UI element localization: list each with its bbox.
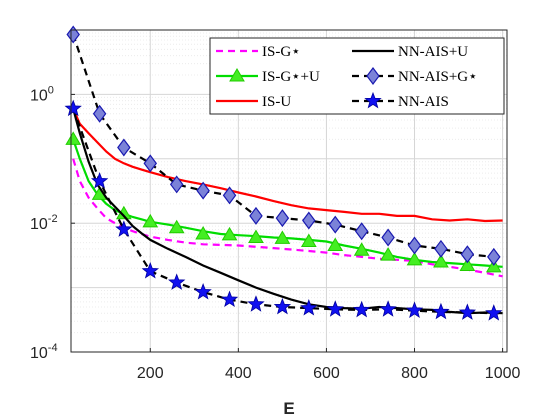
data-point: [92, 104, 107, 123]
data-point: [222, 186, 237, 205]
data-point: [432, 302, 450, 320]
data-point: [194, 283, 212, 300]
data-point: [168, 273, 186, 290]
data-point: [327, 237, 344, 252]
data-point: [169, 175, 184, 194]
legend-marker: [229, 68, 245, 82]
plot-frame: [70, 29, 508, 353]
data-point: [142, 213, 159, 228]
legend-marker: [364, 91, 382, 109]
legend-entry: IS-G⋆: [216, 44, 301, 60]
data-point: [300, 299, 318, 316]
series-line: [72, 108, 503, 223]
x-tick-label: 600: [313, 365, 340, 382]
data-point: [459, 257, 476, 272]
data-point: [407, 236, 422, 255]
data-point: [141, 262, 159, 279]
data-point: [247, 295, 265, 312]
data-point: [195, 225, 211, 240]
legend-label: IS-G⋆: [262, 44, 301, 60]
y-tick-label: 10-2: [30, 213, 58, 233]
x-tick-label: 200: [137, 365, 164, 382]
legend-entry: NN-AIS+U: [352, 44, 468, 60]
data-point: [220, 290, 239, 308]
series-2: [72, 108, 503, 223]
data-point: [196, 181, 210, 200]
legend-marker: [366, 67, 380, 85]
series-1: [65, 131, 503, 273]
data-point: [433, 253, 449, 268]
data-point: [458, 303, 477, 320]
data-point: [381, 228, 395, 247]
legend-label: NN-AIS: [398, 94, 449, 110]
data-point: [249, 206, 263, 225]
data-point: [273, 297, 292, 315]
data-point: [275, 209, 290, 228]
data-point: [168, 219, 185, 234]
legend-label: NN-AIS+G⋆: [398, 69, 478, 85]
data-point: [326, 300, 344, 317]
legend-entry: NN-AIS+G⋆: [352, 67, 478, 85]
data-point: [380, 247, 396, 261]
y-tick-label: 10-4: [30, 342, 58, 362]
legend-label: IS-U: [262, 94, 291, 110]
legend: IS-G⋆ NN-AIS+U IS-G⋆+U NN-AIS+G⋆ IS-U NN-AIS: [209, 37, 505, 115]
data-point: [487, 247, 501, 266]
x-tick-label: 400: [225, 365, 252, 382]
legend-entry: NN-AIS: [352, 91, 449, 110]
axis-ticks: 200 400 600 800 1000 10-4 10-2 100: [30, 84, 520, 382]
x-tick-label: 800: [401, 365, 428, 382]
data-point: [274, 230, 291, 244]
data-point: [354, 222, 369, 241]
legend-label: IS-G⋆+U: [262, 69, 320, 85]
data-point: [248, 229, 264, 243]
data-point: [64, 99, 82, 117]
data-point: [117, 138, 131, 157]
series-4: [66, 25, 503, 266]
x-axis-label: E: [283, 399, 294, 418]
data-point: [460, 245, 475, 264]
data-point: [353, 242, 370, 256]
data-point: [221, 226, 238, 241]
data-point: [405, 301, 424, 318]
data-point: [406, 251, 423, 266]
data-point: [300, 233, 317, 247]
data-point: [485, 304, 503, 321]
x-tick-label: 1000: [485, 365, 521, 382]
data-point: [143, 154, 158, 173]
data-point: [379, 300, 397, 317]
legend-entry: IS-G⋆+U: [216, 68, 320, 85]
data-point: [66, 25, 80, 44]
legend-label: NN-AIS+U: [398, 44, 468, 60]
data-point: [434, 239, 448, 258]
data-point: [115, 220, 133, 237]
legend-entry: IS-U: [216, 94, 291, 110]
y-tick-label: 100: [30, 84, 54, 104]
data-point: [65, 131, 82, 145]
data-point: [328, 215, 342, 234]
data-point: [90, 172, 109, 189]
data-point: [352, 300, 371, 318]
data-point: [302, 211, 316, 230]
series-layer: [64, 25, 503, 321]
series-5: [64, 99, 503, 321]
